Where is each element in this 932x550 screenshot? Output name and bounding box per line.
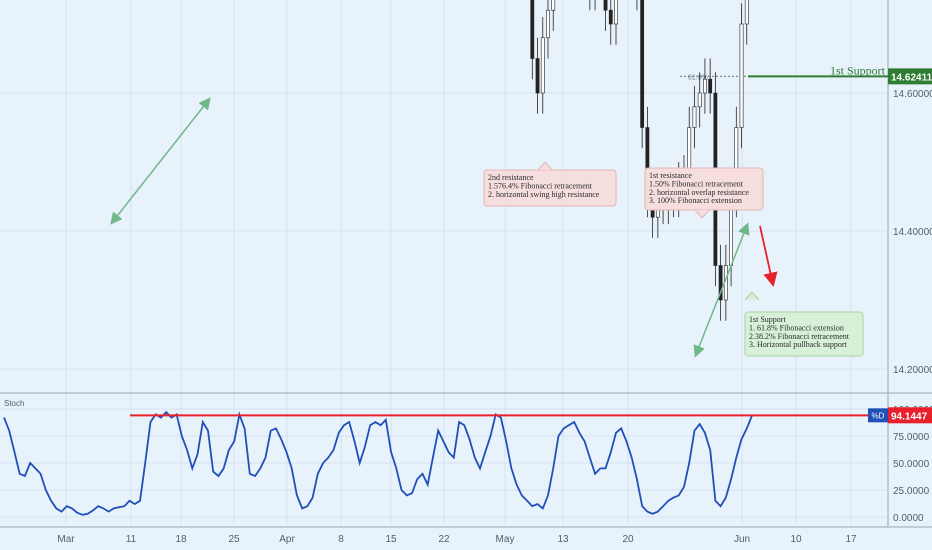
candle-body [692, 106, 697, 128]
candle-body [603, 0, 608, 11]
fib-label: 61.8% [688, 74, 708, 81]
stoch-tick-label: 75.0000 [893, 432, 930, 443]
time-tick-label: Jun [734, 534, 750, 545]
annotation-line: 3. 100% Fibonacci extension [649, 196, 742, 205]
candle-body [708, 78, 713, 94]
fibonacci-lines: 78.6%50.00%61.8% [680, 74, 748, 81]
stoch-title: Stoch [4, 399, 24, 408]
price-tick-label: 14.40000 [893, 227, 932, 238]
stoch-value-tag [888, 407, 932, 424]
stoch-d-line [3, 410, 753, 516]
annotation-title: 1st resistance [649, 171, 692, 180]
time-tick-label: 15 [385, 534, 397, 545]
stoch-tag-box [868, 408, 888, 423]
candle-body [608, 9, 613, 25]
annotation-box [744, 311, 864, 357]
time-tick-label: 17 [845, 534, 857, 545]
annotation-pointer [537, 161, 553, 171]
candle-body [530, 0, 535, 59]
annotation-title: 2nd resistance [488, 173, 534, 182]
candle-body [614, 0, 618, 25]
stochastic-panel: Stoch [3, 399, 888, 516]
candle-body [546, 9, 550, 39]
candle-body [540, 37, 545, 94]
time-tick-label: 25 [228, 534, 240, 545]
candle-body [739, 23, 744, 128]
annotation-pointer [744, 291, 760, 301]
time-tick-label: 8 [338, 534, 344, 545]
time-tick-label: 22 [438, 534, 450, 545]
time-tick-label: 13 [557, 534, 569, 545]
price-tick-label: 14.60000 [893, 89, 932, 100]
candle-body [535, 58, 540, 94]
time-tick-label: 20 [622, 534, 634, 545]
time-tick-label: Mar [57, 534, 75, 545]
price-tags: 15.3113714.9682814.62411%D94.1447 [868, 68, 932, 424]
annotation-line: 2. horizontal swing high resistance [488, 190, 600, 199]
annotation-pointer [694, 209, 710, 219]
price-tag [888, 68, 932, 85]
level-name: 1st Support [830, 63, 886, 77]
candle-body [744, 0, 749, 25]
time-tick-label: Apr [279, 534, 295, 545]
candle-body [697, 92, 702, 108]
time-tick-label: 11 [126, 534, 137, 545]
time-tick-label: 18 [175, 534, 187, 545]
trend-arrows [110, 97, 778, 358]
annotation-line: 2. horizontal overlap resistance [649, 188, 749, 197]
annotation-line: 3. Horizontal pullback support [749, 340, 848, 349]
price-tick-label: 14.20000 [893, 365, 932, 376]
stoch-tick-label: 25.0000 [893, 486, 930, 497]
levels: 2nd Resistance1st Resistance1st Support [748, 63, 888, 78]
expected-move-arrow [759, 225, 778, 288]
candle-body [551, 0, 556, 11]
price-tag-label: 14.62411 [891, 72, 932, 83]
time-tick-label: May [496, 534, 515, 545]
uptrend-arrow-2 [693, 222, 750, 358]
stoch-tick-label: 50.0000 [893, 459, 930, 470]
stoch-value-label: 94.1447 [891, 411, 928, 422]
annotation-line: 1. 61.8% Fibonacci extension [749, 323, 844, 332]
candle-body [640, 0, 645, 128]
annotation-line: 1.50% Fibonacci retracement [649, 179, 744, 188]
annotation-line: 1.576.4% Fibonacci retracement [488, 181, 593, 190]
annotation-line: 2.38.2% Fibonacci retracement [749, 332, 850, 341]
time-tick-label: 10 [790, 534, 802, 545]
stoch-tick-label: 0.0000 [893, 513, 924, 524]
candle-body [703, 78, 707, 94]
annotation-title: 1st Support [749, 315, 786, 324]
stoch-tag-label: %D [872, 411, 885, 420]
uptrend-arrow-1 [110, 97, 211, 225]
